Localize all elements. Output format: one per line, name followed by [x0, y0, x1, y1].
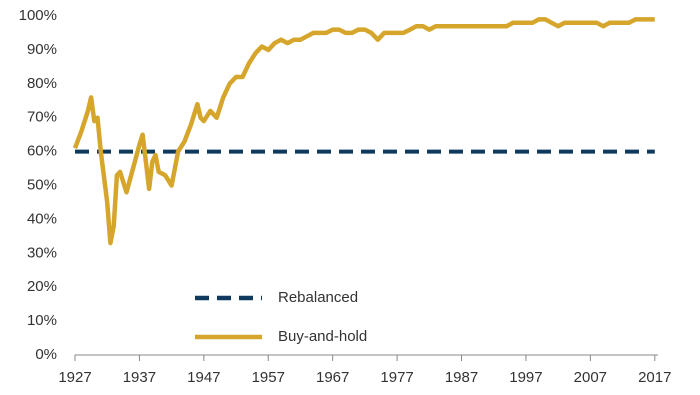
- y-tick-label: 100%: [19, 7, 57, 24]
- x-tick-label: 1997: [509, 369, 542, 386]
- y-tick-label: 10%: [27, 312, 57, 329]
- y-tick-label: 0%: [35, 346, 57, 363]
- x-tick-label: 1977: [380, 369, 413, 386]
- series-line: [72, 17, 655, 246]
- y-tick-label: 20%: [27, 278, 57, 295]
- x-tick-label: 1967: [316, 369, 349, 386]
- y-tick-label: 30%: [27, 244, 57, 261]
- x-tick-label: 2007: [574, 369, 607, 386]
- legend-label: Buy-and-hold: [278, 328, 367, 345]
- x-tick-label: 1937: [123, 369, 156, 386]
- x-tick-label: 1987: [445, 369, 478, 386]
- x-tick-label: 2017: [638, 369, 671, 386]
- y-tick-label: 70%: [27, 109, 57, 126]
- y-tick-label: 40%: [27, 210, 57, 227]
- y-tick-label: 80%: [27, 75, 57, 92]
- y-tick-label: 90%: [27, 41, 57, 58]
- x-tick-label: 1947: [187, 369, 220, 386]
- y-tick-label: 60%: [27, 143, 57, 160]
- x-tick-label: 1927: [58, 369, 91, 386]
- x-tick-label: 1957: [252, 369, 285, 386]
- legend-label: Rebalanced: [278, 289, 358, 306]
- y-tick-label: 50%: [27, 176, 57, 193]
